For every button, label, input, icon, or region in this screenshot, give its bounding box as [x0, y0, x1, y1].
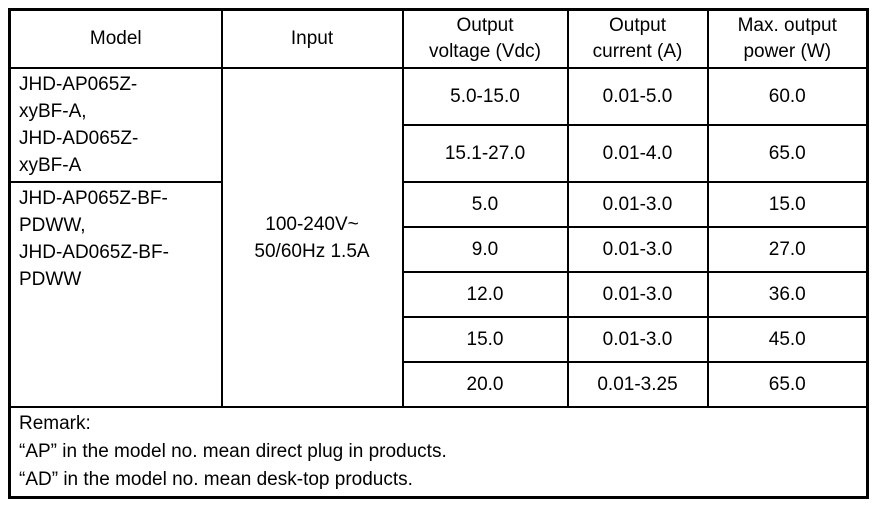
remark-line-ap: “AP” in the model no. mean direct plug i… [19, 441, 447, 462]
header-output-voltage: Output voltage (Vdc) [401, 8, 569, 69]
power-value: 15.0 [706, 181, 869, 228]
current-value: 0.01-3.25 [566, 361, 709, 408]
remark-line-ad: “AD” in the model no. mean desk-top prod… [19, 469, 413, 490]
power-value: 27.0 [706, 226, 869, 273]
table-row: 20.0 0.01-3.25 65.0 [10, 361, 869, 408]
table-row: 12.0 0.01-3.0 36.0 [10, 271, 869, 318]
voltage-value: 15.1-27.0 [401, 124, 569, 183]
table-row: 9.0 0.01-3.0 27.0 [10, 226, 869, 273]
voltage-value: 5.0 [401, 181, 569, 228]
voltage-value: 15.0 [401, 316, 569, 363]
power-value: 65.0 [706, 124, 869, 183]
model-group-1: JHD-AP065Z- xyBF-A, JHD-AD065Z- xyBF-A [8, 67, 223, 183]
current-value: 0.01-3.0 [566, 226, 709, 273]
voltage-value: 20.0 [401, 361, 569, 408]
current-value: 0.01-3.0 [566, 316, 709, 363]
power-value: 45.0 [706, 316, 869, 363]
power-value: 60.0 [706, 67, 869, 126]
table-row: 15.0 0.01-3.0 45.0 [10, 316, 869, 363]
voltage-value: 12.0 [401, 271, 569, 318]
remark-title: Remark: [19, 413, 91, 434]
table-row: JHD-AP065Z-BF- PDWW, JHD-AD065Z-BF- PDWW… [8, 181, 869, 408]
header-model: Model [8, 8, 223, 69]
current-value: 0.01-3.0 [566, 181, 709, 228]
header-output-current: Output current (A) [566, 8, 709, 69]
current-value: 0.01-4.0 [566, 124, 709, 183]
voltage-value: 9.0 [401, 226, 569, 273]
header-row: Model Input Output voltage (Vdc) Output … [8, 8, 869, 69]
remark-cell: Remark: “AP” in the model no. mean direc… [8, 406, 869, 499]
header-input: Input [220, 8, 404, 69]
power-value: 36.0 [706, 271, 869, 318]
current-value: 0.01-3.0 [566, 271, 709, 318]
table-row: JHD-AP065Z- xyBF-A, JHD-AD065Z- xyBF-A 1… [8, 67, 869, 408]
model-group-2: JHD-AP065Z-BF- PDWW, JHD-AD065Z-BF- PDWW [8, 181, 223, 408]
current-value: 0.01-5.0 [566, 67, 709, 126]
table-row: 15.1-27.0 0.01-4.0 65.0 [10, 124, 869, 183]
remark-row: Remark: “AP” in the model no. mean direc… [8, 406, 869, 499]
voltage-value: 5.0-15.0 [401, 67, 569, 126]
header-max-output-power: Max. output power (W) [706, 8, 869, 69]
spec-table: Model Input Output voltage (Vdc) Output … [8, 8, 869, 499]
input-spec: 100-240V~ 50/60Hz 1.5A [220, 67, 404, 408]
power-value: 65.0 [706, 361, 869, 408]
